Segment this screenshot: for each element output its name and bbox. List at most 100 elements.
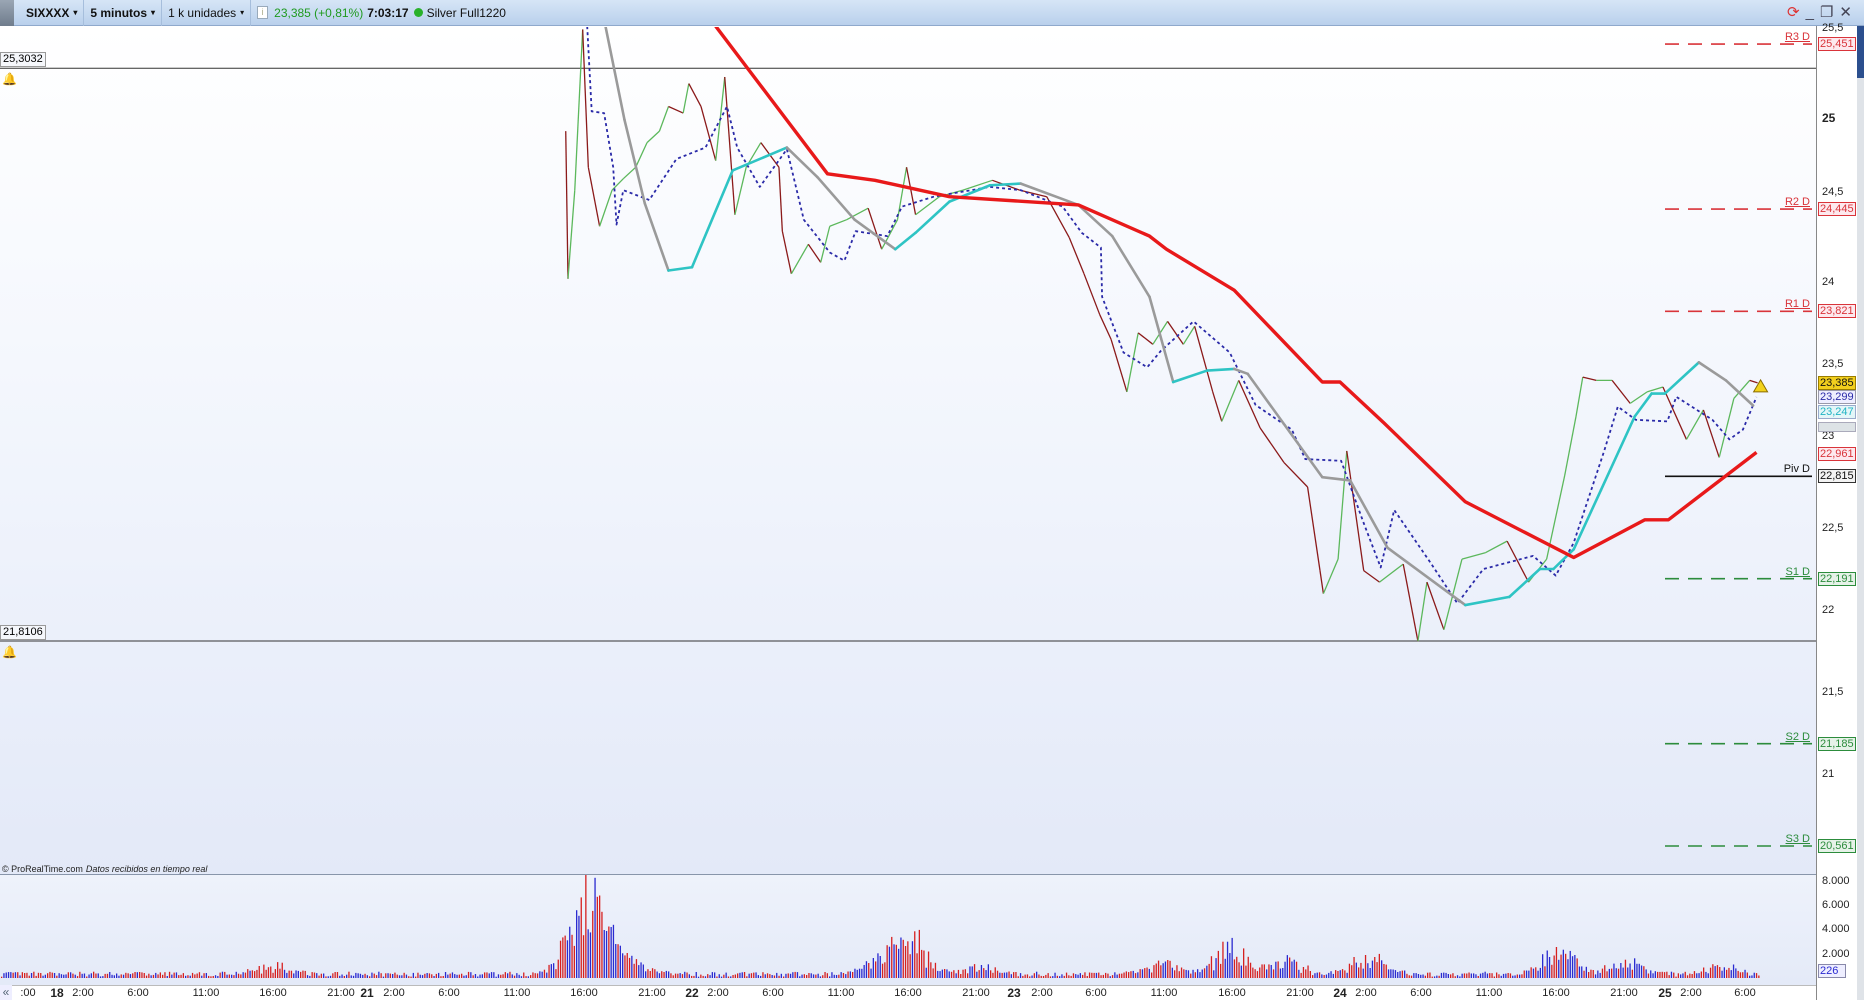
volume-bar <box>615 944 617 978</box>
time-tick-label: 16:00 <box>259 987 287 999</box>
volume-bar <box>787 973 789 978</box>
volume-bar <box>1194 972 1196 978</box>
price-tick-label: 23 <box>1822 430 1835 442</box>
restore-button[interactable]: ❐ <box>1819 4 1834 21</box>
volume-bar <box>1486 973 1489 978</box>
moving-average-fast-segment <box>1572 488 1603 551</box>
volume-bar <box>1638 963 1640 978</box>
volume-bar <box>881 963 884 978</box>
drag-handle-icon[interactable] <box>0 0 14 26</box>
volume-bar <box>1031 975 1033 978</box>
volume-bar <box>953 970 955 978</box>
volume-bar <box>1144 968 1146 978</box>
time-axis[interactable]: :00 18 2:00 6:00 11:00 16:00 21:00 21 2:00 6:00 11… <box>0 985 1816 1000</box>
volume-bar <box>122 974 125 978</box>
volume-bar <box>1691 974 1693 978</box>
volume-bar <box>1413 973 1415 978</box>
volume-bar <box>1355 962 1357 978</box>
volume-bar <box>1505 973 1507 978</box>
volume-bar <box>493 972 495 978</box>
volume-bar <box>1732 964 1735 978</box>
volume-bar <box>369 976 371 978</box>
volume-bar <box>1404 970 1406 978</box>
volume-bar <box>300 971 302 978</box>
volume-bar <box>1433 976 1436 978</box>
pivot-label: R2 D <box>1784 196 1810 209</box>
volume-bar <box>1466 973 1468 978</box>
volume-bar <box>1424 975 1426 978</box>
volume-bar <box>1328 972 1330 978</box>
alert-price-label[interactable]: 21,8106 <box>0 625 46 641</box>
units-selector[interactable]: 1 k unidades ▾ <box>162 0 252 26</box>
volume-bar <box>1374 957 1376 978</box>
volume-bar <box>1134 973 1137 978</box>
bell-icon[interactable]: 🔔 <box>2 72 17 87</box>
volume-bar <box>95 973 97 978</box>
scroll-left-button[interactable]: « <box>0 985 12 1000</box>
minimize-button[interactable]: _ <box>1805 3 1814 21</box>
volume-bar <box>279 968 281 978</box>
volume-bar <box>854 968 856 978</box>
volume-bar <box>113 975 115 978</box>
volume-bar <box>433 976 435 978</box>
volume-bar <box>1008 971 1010 978</box>
price-chart-pane[interactable] <box>0 26 1816 874</box>
window-controls: ⟳ _ ❐ ✕ <box>1787 3 1852 22</box>
volume-bar <box>971 966 973 978</box>
volume-bar <box>1123 972 1125 978</box>
volume-bar <box>1640 965 1643 978</box>
volume-bar <box>716 976 718 978</box>
volume-bar <box>737 973 739 978</box>
moving-average-fast-segment <box>914 200 951 235</box>
volume-bar <box>509 971 511 978</box>
volume-bar <box>1282 968 1284 978</box>
volume-bar <box>1500 975 1502 978</box>
price-segment <box>1685 409 1704 440</box>
volume-bar <box>1231 937 1233 978</box>
moving-average-fast-segment <box>643 201 670 272</box>
volume-bar <box>1042 976 1045 978</box>
close-button[interactable]: ✕ <box>1839 4 1852 21</box>
volume-bar <box>1663 972 1666 978</box>
symbol-selector[interactable]: SIXXXX ▾ <box>20 0 85 26</box>
bell-icon[interactable]: 🔔 <box>2 645 17 660</box>
volume-bar <box>1367 963 1369 978</box>
volume-bar <box>1137 972 1139 978</box>
price-segment <box>1646 386 1664 393</box>
volume-bar <box>1286 955 1288 978</box>
volume-bar <box>1406 973 1408 978</box>
volume-bar <box>362 974 364 978</box>
price-segment <box>1137 332 1154 345</box>
volume-bar <box>992 972 994 978</box>
timeframe-selector[interactable]: 5 minutos ▾ <box>84 0 163 26</box>
time-tick-label: 18 <box>50 986 64 1000</box>
time-tick-label: 2:00 <box>72 987 94 999</box>
volume-bar <box>914 931 916 978</box>
refresh-icon[interactable]: ⟳ <box>1787 4 1800 21</box>
volume-bar <box>858 968 861 978</box>
volume-bar <box>1450 974 1452 978</box>
volume-bar <box>829 976 831 978</box>
volume-bar <box>1061 974 1063 978</box>
volume-bar <box>911 941 914 978</box>
volume-bar <box>766 973 769 978</box>
volume-bar <box>132 973 134 978</box>
volume-bar <box>658 973 661 978</box>
price-segment <box>1283 461 1309 488</box>
volume-bar <box>1047 973 1049 978</box>
volume-bar <box>861 968 863 978</box>
volume-bar <box>1178 971 1180 978</box>
price-tick-label: 24 <box>1822 276 1835 288</box>
volume-bar <box>904 946 907 978</box>
info-icon[interactable]: i <box>257 6 269 19</box>
volume-bar <box>260 973 263 978</box>
signal-line <box>586 27 1758 605</box>
volume-bar <box>249 970 251 978</box>
price-axis[interactable] <box>1816 26 1857 1000</box>
volume-bar <box>1673 972 1675 978</box>
price-tick-label: 21,5 <box>1822 686 1844 698</box>
alert-price-label[interactable]: 25,3032 <box>0 52 46 68</box>
volume-bar <box>1463 973 1466 978</box>
volume-bar <box>550 964 552 978</box>
price-segment <box>778 167 783 232</box>
